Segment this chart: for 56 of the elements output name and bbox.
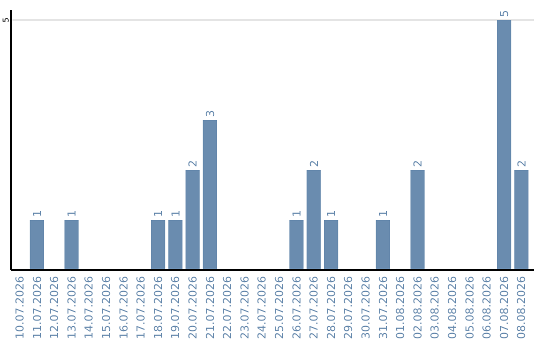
data-label: 2 xyxy=(186,160,200,167)
bar xyxy=(306,170,321,270)
x-tick-label: 10.07.2026 xyxy=(14,276,26,339)
x-tick-label: 02.08.2026 xyxy=(411,276,424,339)
x-tick-label: 14.07.2026 xyxy=(82,276,96,339)
bar xyxy=(64,220,79,270)
x-tick-label: 31.07.2026 xyxy=(376,276,390,339)
x-tick-label: 22.07.2026 xyxy=(221,276,234,339)
x-tick-label: 15.07.2026 xyxy=(100,276,113,339)
x-tick-label: 26.07.2026 xyxy=(290,276,304,339)
data-label: 1 xyxy=(169,210,182,217)
data-label: 3 xyxy=(204,110,217,117)
x-tick-label: 03.08.2026 xyxy=(428,276,442,339)
bar xyxy=(324,220,338,270)
bar xyxy=(30,220,44,270)
x-tick-label: 06.08.2026 xyxy=(480,276,494,339)
bar xyxy=(202,120,218,270)
data-label: 2 xyxy=(412,160,425,167)
data-label: 1 xyxy=(66,210,79,217)
x-tick-label: 30.07.2026 xyxy=(360,276,372,339)
data-label: 1 xyxy=(376,210,390,217)
x-tick-label: 13.07.2026 xyxy=(65,276,78,339)
data-label: 1 xyxy=(152,210,166,217)
x-tick-label: 19.07.2026 xyxy=(169,276,182,339)
x-tick-label: 18.07.2026 xyxy=(152,276,165,339)
x-tick-label: 07.08.2026 xyxy=(498,276,511,339)
bar xyxy=(186,170,200,270)
x-tick-label: 12.07.2026 xyxy=(48,276,62,339)
x-tick-label: 04.08.2026 xyxy=(446,276,459,339)
x-tick-label: 05.08.2026 xyxy=(463,276,476,339)
bar xyxy=(150,220,166,270)
data-label: 5 xyxy=(498,10,512,17)
x-tick-label: 25.07.2026 xyxy=(273,276,286,339)
bar xyxy=(376,220,390,270)
x-tick-label: 17.07.2026 xyxy=(134,276,148,339)
x-tick-label: 21.07.2026 xyxy=(204,276,217,339)
data-label: 2 xyxy=(515,160,528,167)
x-tick-label: 08.08.2026 xyxy=(515,276,528,339)
bar xyxy=(168,220,182,270)
x-tick-label: 16.07.2026 xyxy=(117,276,130,339)
data-label: 1 xyxy=(30,210,44,217)
x-tick-label: 24.07.2026 xyxy=(256,276,269,339)
data-label: 1 xyxy=(290,210,304,217)
x-tick-label: 28.07.2026 xyxy=(324,276,338,339)
data-label: 2 xyxy=(308,160,321,167)
x-tick-label: 27.07.2026 xyxy=(308,276,321,339)
bar xyxy=(496,20,512,270)
x-tick-label: 20.07.2026 xyxy=(186,276,200,339)
bar xyxy=(289,220,304,270)
x-tick-label: 23.07.2026 xyxy=(238,276,252,339)
bar xyxy=(514,170,528,270)
bar xyxy=(410,170,425,270)
x-tick-label: 29.07.2026 xyxy=(342,276,356,339)
data-label: 1 xyxy=(325,210,338,217)
x-tick-label: 11.07.2026 xyxy=(30,276,44,339)
x-tick-label: 01.08.2026 xyxy=(394,276,408,339)
